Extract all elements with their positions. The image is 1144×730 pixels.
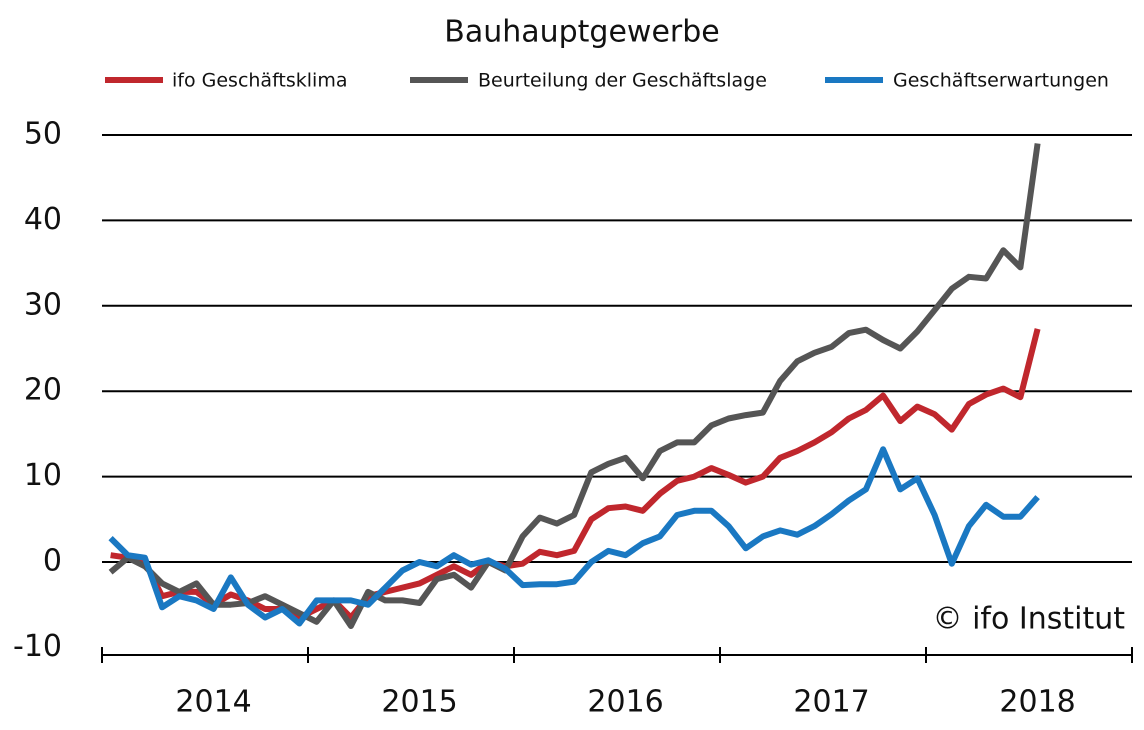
y-tick-label: 10	[24, 458, 62, 493]
legend-label: ifo Geschäftsklima	[172, 70, 348, 92]
y-tick-label: 40	[24, 202, 62, 237]
chart-title: Bauhauptgewerbe	[444, 15, 720, 50]
y-tick-label: 50	[24, 117, 62, 152]
y-tick-label: 0	[43, 544, 62, 579]
x-tick-label: 2016	[587, 685, 663, 720]
series-line	[108, 446, 1040, 627]
copyright: © ifo Institut	[933, 602, 1126, 637]
x-tick-label: 2015	[381, 685, 457, 720]
series-line	[108, 143, 1041, 629]
x-tick-label: 2017	[793, 685, 869, 720]
legend-label: Geschäftserwartungen	[893, 70, 1109, 92]
y-tick-label: 20	[24, 373, 62, 408]
y-tick-label: -10	[13, 629, 62, 664]
x-tick-label: 2014	[175, 685, 251, 720]
series-line	[110, 328, 1041, 621]
x-tick-label: 2018	[999, 685, 1075, 720]
legend-label: Beurteilung der Geschäftslage	[478, 70, 767, 92]
y-tick-label: 30	[24, 287, 62, 322]
